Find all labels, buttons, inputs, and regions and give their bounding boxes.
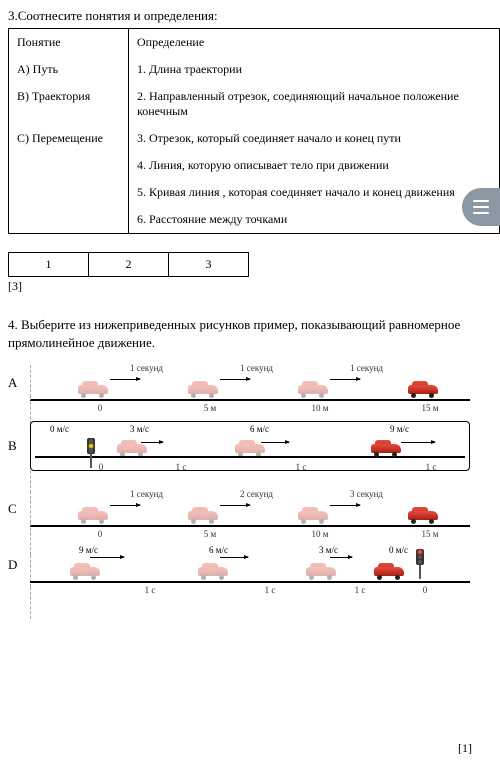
seg-label: 2 секунд (240, 489, 273, 499)
row-label-a: A (8, 375, 17, 391)
car-icon (78, 509, 108, 523)
tick-label: 15 м (422, 403, 439, 413)
diagram-row-b[interactable]: B 0 м/с 3 м/с 6 м/с 9 м/с 0 1 с 1 с 1 с (30, 421, 470, 471)
def-6: 6. Расстояние между точками (129, 206, 500, 234)
tick-label: 0 (98, 403, 103, 413)
seg-label: 1 секунд (350, 363, 383, 373)
seg-label: 3 секунд (350, 489, 383, 499)
concept-empty (9, 179, 129, 206)
car-icon (298, 383, 328, 397)
speed-label: 0 м/с (388, 545, 409, 555)
car-icon (374, 565, 404, 579)
diagram-row-c[interactable]: C 1 секунд 2 секунд 3 секунд 0 5 м 10 м … (30, 491, 470, 527)
row-label-b: B (8, 438, 17, 454)
def-3: 3. Отрезок, который соединяет начало и к… (129, 125, 500, 152)
speed-label: 9 м/с (78, 545, 99, 555)
def-5: 5. Кривая линия , которая соединяет нача… (129, 179, 500, 206)
header-definition: Определение (129, 29, 500, 57)
q4-points: [1] (458, 741, 472, 756)
tick-label: 5 м (204, 529, 216, 539)
menu-button[interactable] (462, 188, 500, 226)
q3-points: [3] (8, 279, 496, 294)
car-icon (188, 383, 218, 397)
seg-label: 1 секунд (130, 363, 163, 373)
car-icon (298, 509, 328, 523)
car-icon (198, 565, 228, 579)
tick-label: 0 (99, 462, 104, 472)
tick-label: 1 с (145, 585, 156, 595)
tick-label: 1 с (265, 585, 276, 595)
def-2: 2. Направленный отрезок, соединяющий нач… (129, 83, 500, 125)
tick-label: 10 м (312, 529, 329, 539)
q4-text: 4. Выберите из нижеприведенных рисунков … (8, 316, 496, 351)
row-label-d: D (8, 557, 17, 573)
concept-empty (9, 152, 129, 179)
tick-label: 1 с (355, 585, 366, 595)
concept-c: C) Перемещение (9, 125, 129, 152)
speed-label: 6 м/с (249, 424, 270, 434)
car-icon (235, 442, 265, 456)
car-icon (117, 442, 147, 456)
speed-label: 6 м/с (208, 545, 229, 555)
tick-label: 0 (423, 585, 428, 595)
speed-label: 3 м/с (129, 424, 150, 434)
car-icon (408, 509, 438, 523)
tick-label: 0 (98, 529, 103, 539)
answer-cell-1[interactable]: 1 (9, 253, 89, 277)
car-icon (408, 383, 438, 397)
tick-label: 10 м (312, 403, 329, 413)
row-label-c: C (8, 501, 17, 517)
match-table: Понятие Определение A) Путь 1. Длина тра… (8, 28, 500, 234)
car-icon (70, 565, 100, 579)
concept-a: A) Путь (9, 56, 129, 83)
car-icon (306, 565, 336, 579)
diagram-row-a[interactable]: A 1 секунд 1 секунд 1 секунд 0 5 м 10 м … (30, 365, 470, 401)
concept-empty (9, 206, 129, 234)
car-icon (188, 509, 218, 523)
answer-cell-3[interactable]: 3 (169, 253, 249, 277)
speed-label: 0 м/с (49, 424, 70, 434)
tick-label: 15 м (422, 529, 439, 539)
speed-label: 3 м/с (318, 545, 339, 555)
def-1: 1. Длина траектории (129, 56, 500, 83)
car-icon (371, 442, 401, 456)
q3-title: 3.Соотнесите понятия и определения: (8, 8, 496, 24)
diagram-row-d[interactable]: D 9 м/с 6 м/с 3 м/с 0 м/с 1 с 1 с 1 с 0 (30, 547, 470, 583)
tick-label: 1 с (296, 462, 307, 472)
menu-icon (473, 200, 489, 202)
header-concept: Понятие (9, 29, 129, 57)
seg-label: 1 секунд (240, 363, 273, 373)
seg-label: 1 секунд (130, 489, 163, 499)
tick-label: 1 с (176, 462, 187, 472)
answer-cell-2[interactable]: 2 (89, 253, 169, 277)
speed-label: 9 м/с (389, 424, 410, 434)
def-4: 4. Линия, которую описывает тело при дви… (129, 152, 500, 179)
concept-b: B) Траектория (9, 83, 129, 125)
car-icon (78, 383, 108, 397)
tick-label: 5 м (204, 403, 216, 413)
tick-label: 1 с (426, 462, 437, 472)
answer-table: 1 2 3 (8, 252, 249, 277)
